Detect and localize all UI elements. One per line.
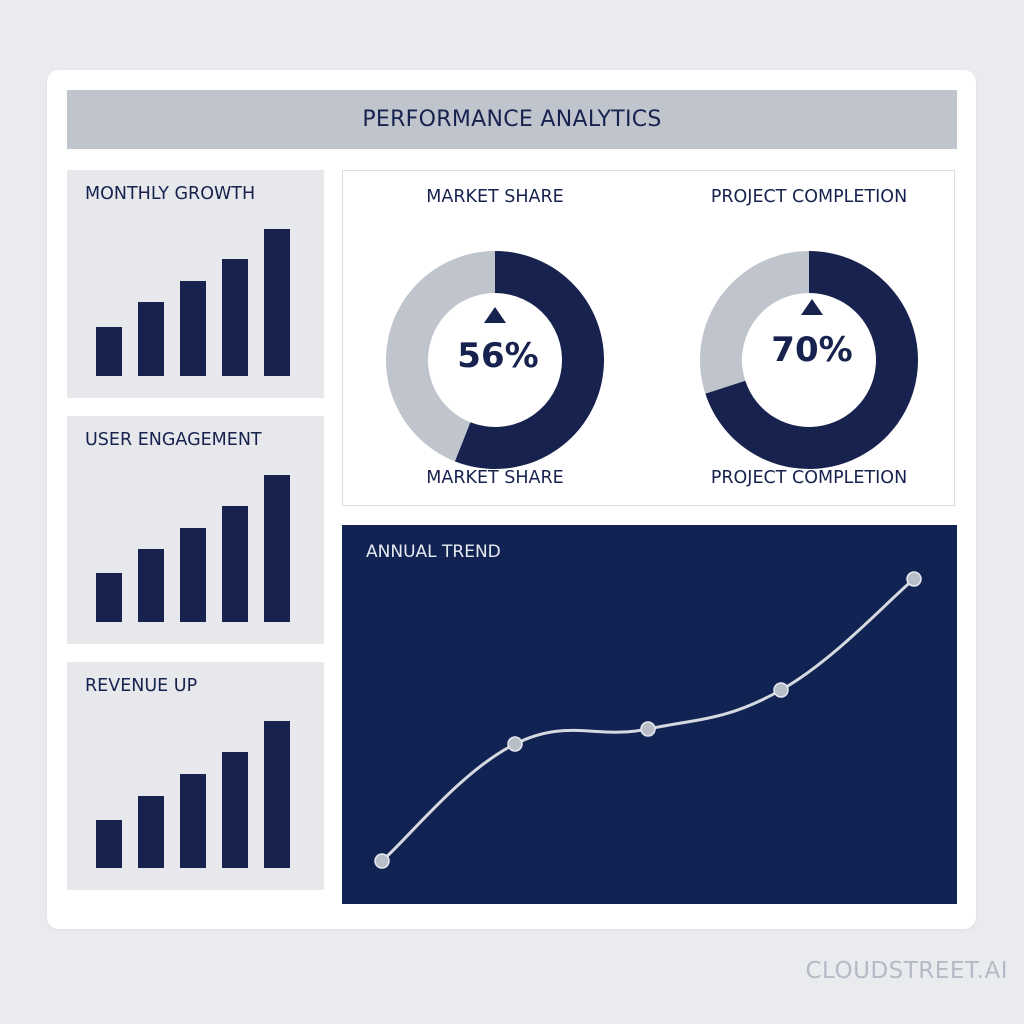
bar — [96, 573, 122, 622]
bar — [264, 475, 290, 622]
triangle-up-icon — [801, 299, 823, 315]
project-completion-donut — [700, 251, 918, 469]
trend-line — [381, 577, 915, 863]
donut-panel: MARKET SHARE MARKET SHARE PROJECT COMPLE… — [342, 170, 955, 506]
donut-charts: 56% 70% — [386, 251, 918, 470]
donut-value-slice — [705, 251, 918, 469]
bar — [138, 796, 164, 868]
bar — [222, 506, 248, 622]
brand-watermark: CLOUDSTREET.AI — [805, 958, 1008, 984]
dashboard-title: PERFORMANCE ANALYTICS — [362, 107, 662, 132]
bar — [96, 327, 122, 376]
revenue-up-panel: REVENUE UP — [67, 662, 324, 890]
bar — [180, 281, 206, 376]
market-share-top-label: MARKET SHARE — [426, 187, 564, 207]
monthly-growth-title: MONTHLY GROWTH — [85, 184, 256, 204]
annual-trend-chart — [374, 571, 922, 869]
revenue-up-chart — [96, 721, 290, 868]
triangle-up-icon — [484, 307, 506, 323]
user-engagement-title: USER ENGAGEMENT — [85, 430, 262, 450]
trend-point — [773, 682, 789, 698]
market-share-value: 56% — [457, 336, 538, 376]
donut-remainder-slice — [700, 251, 809, 394]
donut-remainder-slice — [386, 251, 495, 462]
trend-point — [906, 571, 922, 587]
bar — [264, 229, 290, 376]
market-share-donut — [386, 251, 604, 470]
bar — [180, 528, 206, 622]
trend-point — [507, 736, 523, 752]
monthly-growth-chart — [96, 229, 290, 376]
bar — [138, 302, 164, 376]
bar — [138, 549, 164, 622]
bar — [96, 820, 122, 868]
market-share-bottom-label: MARKET SHARE — [426, 468, 564, 488]
project-completion-bottom-label: PROJECT COMPLETION — [710, 468, 908, 488]
annual-trend-title: ANNUAL TREND — [366, 542, 501, 562]
user-engagement-chart — [96, 475, 290, 622]
trend-point — [374, 853, 390, 869]
revenue-up-title: REVENUE UP — [85, 676, 198, 696]
monthly-growth-panel: MONTHLY GROWTH — [67, 170, 324, 398]
project-completion-value: 70% — [771, 330, 852, 370]
annual-trend-panel: ANNUAL TREND — [342, 525, 957, 904]
user-engagement-panel: USER ENGAGEMENT — [67, 416, 324, 644]
bar — [264, 721, 290, 868]
bar — [180, 774, 206, 868]
project-completion-top-label: PROJECT COMPLETION — [710, 187, 908, 207]
trend-point — [640, 721, 656, 737]
dashboard-header: PERFORMANCE ANALYTICS — [67, 90, 957, 149]
bar — [222, 752, 248, 868]
bar — [222, 259, 248, 376]
donut-value-slice — [454, 251, 604, 470]
